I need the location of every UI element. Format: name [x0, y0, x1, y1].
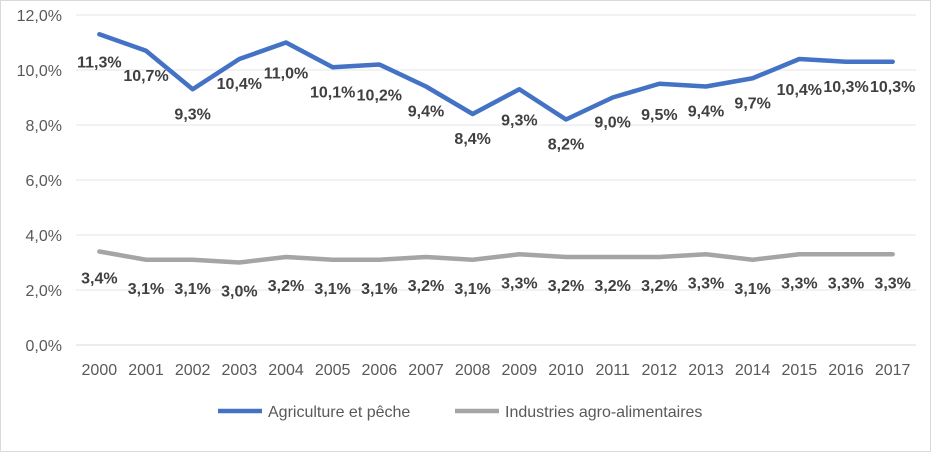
y-tick-label: 2,0% [26, 283, 62, 300]
data-label: 3,1% [361, 281, 397, 298]
x-tick-label: 2015 [782, 362, 818, 379]
x-tick-label: 2002 [175, 362, 211, 379]
series-line-industries [97, 249, 895, 265]
data-label: 9,5% [641, 107, 677, 124]
x-tick-label: 2016 [828, 362, 864, 379]
data-label: 8,2% [548, 137, 584, 154]
data-label: 8,4% [454, 131, 490, 148]
data-label: 9,3% [501, 112, 537, 129]
x-tick-label: 2001 [128, 362, 164, 379]
data-label: 9,3% [174, 106, 210, 123]
data-label: 10,2% [357, 88, 402, 105]
data-label: 3,3% [501, 275, 537, 292]
data-label: 9,7% [734, 95, 770, 112]
data-label: 3,2% [408, 278, 444, 295]
x-tick-label: 2000 [82, 362, 118, 379]
data-label: 3,3% [874, 275, 910, 292]
x-tick-label: 2004 [268, 362, 304, 379]
data-label: 9,0% [594, 115, 630, 132]
data-label: 3,1% [454, 281, 490, 298]
data-label: 3,3% [688, 275, 724, 292]
legend: Agriculture et pêche Industries agro-alim… [218, 404, 702, 421]
data-label: 10,3% [870, 79, 915, 96]
x-tick-label: 2014 [735, 362, 771, 379]
data-label: 10,3% [823, 79, 868, 96]
x-tick-label: 2007 [408, 362, 444, 379]
data-label: 3,2% [641, 278, 677, 295]
data-label: 3,2% [594, 278, 630, 295]
data-label: 9,4% [688, 104, 724, 121]
x-tick-label: 2008 [455, 362, 491, 379]
x-tick-label: 2005 [315, 362, 351, 379]
data-label: 10,4% [217, 76, 262, 93]
x-tick-label: 2011 [595, 362, 630, 379]
data-label: 3,2% [548, 278, 584, 295]
data-label: 3,4% [81, 271, 117, 288]
y-tick-label: 4,0% [26, 228, 62, 245]
y-tick-label: 8,0% [26, 118, 62, 135]
data-label: 3,3% [828, 275, 864, 292]
data-label: 3,0% [221, 284, 257, 301]
x-tick-label: 2012 [642, 362, 678, 379]
y-tick-label: 10,0% [17, 63, 62, 80]
x-tick-label: 2017 [875, 362, 911, 379]
legend-item-agriculture[interactable]: Agriculture et pêche [218, 404, 410, 421]
data-label: 10,4% [777, 82, 822, 99]
series [97, 32, 895, 265]
x-tick-label: 2010 [548, 362, 584, 379]
y-tick-label: 6,0% [26, 173, 62, 190]
y-tick-label: 0,0% [26, 338, 62, 355]
data-label: 3,2% [268, 278, 304, 295]
x-tick-label: 2003 [222, 362, 258, 379]
data-label: 10,7% [123, 68, 168, 85]
data-label: 3,1% [734, 281, 770, 298]
legend-label: Agriculture et pêche [268, 404, 410, 421]
data-label: 10,1% [310, 84, 355, 101]
x-tick-label: 2006 [362, 362, 398, 379]
legend-label: Industries agro-alimentaires [505, 404, 702, 421]
axes: 0,0% 2,0% 4,0% 6,0% 8,0% 10,0% 12,0% 2000 2001 20… [17, 8, 916, 379]
data-label: 9,4% [408, 104, 444, 121]
data-label: 3,3% [781, 275, 817, 292]
data-label: 3,1% [314, 281, 350, 298]
data-label: 3,1% [128, 281, 164, 298]
y-tick-label: 12,0% [17, 8, 62, 25]
data-labels: 11,3%10,7%9,3%10,4%11,0%10,1% 10,2%9,4%8,… [77, 54, 915, 300]
x-tick-label: 2013 [688, 362, 724, 379]
x-tick-label: 2009 [502, 362, 538, 379]
data-label: 11,3% [77, 54, 121, 71]
series-line-agriculture [97, 32, 895, 122]
data-label: 11,0% [264, 66, 308, 83]
legend-item-industries[interactable]: Industries agro-alimentaires [455, 404, 702, 421]
data-label: 3,1% [174, 281, 210, 298]
